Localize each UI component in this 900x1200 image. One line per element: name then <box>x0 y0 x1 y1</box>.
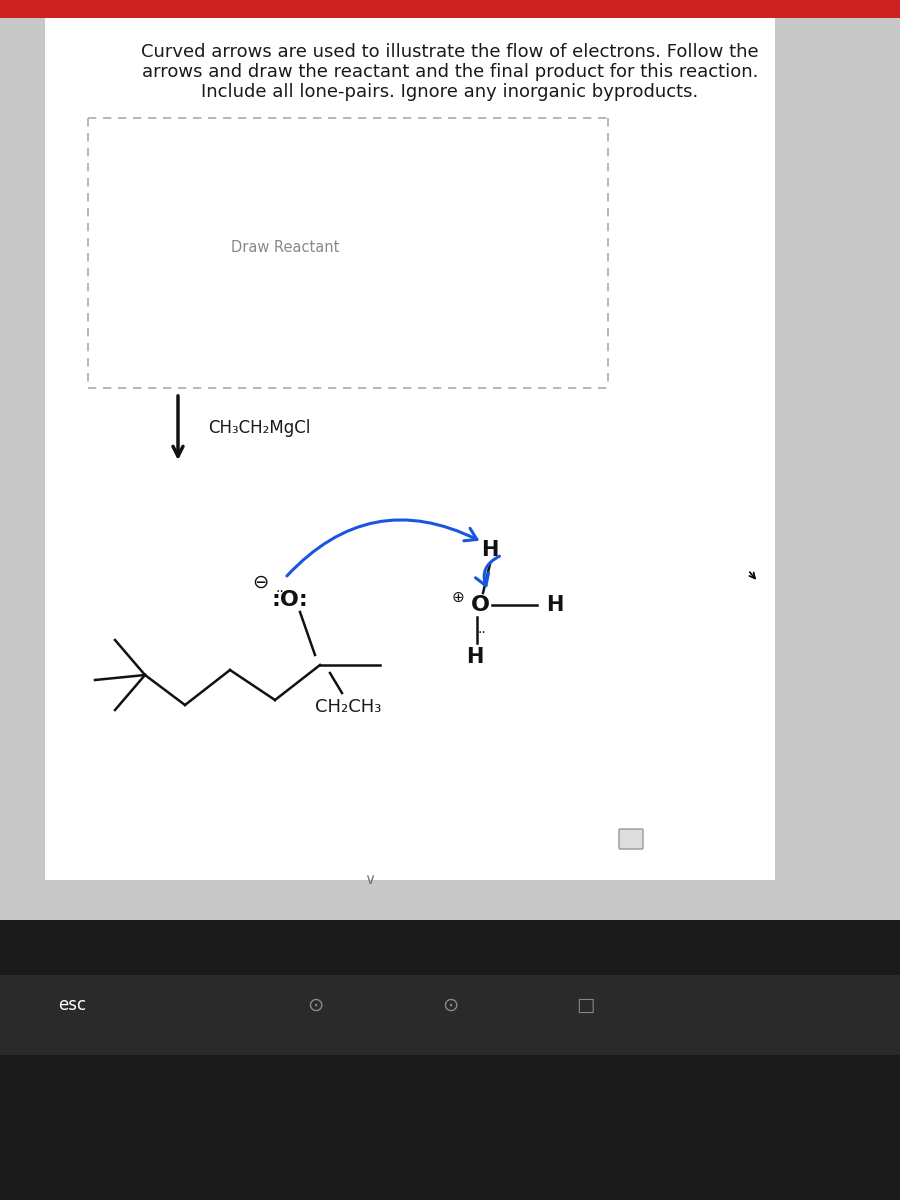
Text: ⊙: ⊙ <box>307 996 323 1014</box>
Text: :O:: :O: <box>272 590 309 610</box>
Text: ⊖: ⊖ <box>252 572 268 592</box>
Text: ⊙: ⊙ <box>442 996 458 1014</box>
Text: H: H <box>482 540 499 560</box>
Text: H: H <box>466 647 483 667</box>
Text: arrows and draw the reactant and the final product for this reaction.: arrows and draw the reactant and the fin… <box>142 62 758 80</box>
Text: Curved arrows are used to illustrate the flow of electrons. Follow the: Curved arrows are used to illustrate the… <box>141 43 759 61</box>
FancyArrowPatch shape <box>287 520 477 576</box>
Text: □: □ <box>576 996 594 1014</box>
Text: H: H <box>546 595 563 614</box>
FancyArrowPatch shape <box>475 556 500 586</box>
Text: esc: esc <box>58 996 86 1014</box>
Text: CH₂CH₃: CH₂CH₃ <box>315 698 382 716</box>
Bar <box>45 10 775 880</box>
Text: Draw Reactant: Draw Reactant <box>231 240 340 256</box>
Text: ∨: ∨ <box>364 872 375 888</box>
Text: Include all lone-pairs. Ignore any inorganic byproducts.: Include all lone-pairs. Ignore any inorg… <box>202 83 698 101</box>
Text: O: O <box>471 595 490 614</box>
FancyBboxPatch shape <box>619 829 643 850</box>
Text: ⊕: ⊕ <box>452 589 464 605</box>
Bar <box>0 0 900 18</box>
Text: CH₃CH₂MgCl: CH₃CH₂MgCl <box>208 419 310 437</box>
Text: ··: ·· <box>478 626 486 640</box>
Text: ··: ·· <box>275 584 284 599</box>
Bar <box>0 920 900 1200</box>
Bar <box>0 974 900 1055</box>
